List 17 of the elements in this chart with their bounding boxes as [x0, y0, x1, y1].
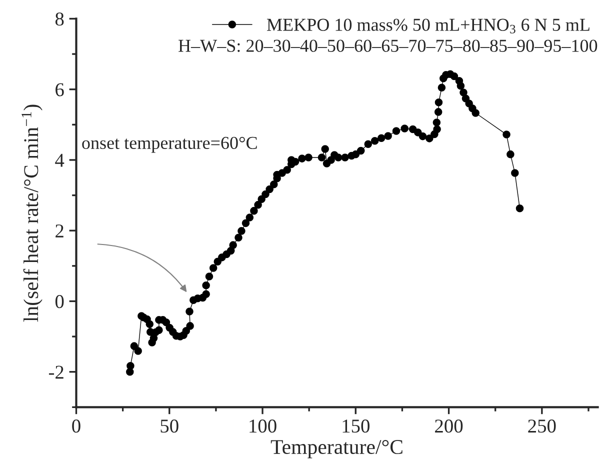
y-tick-label: 6 — [56, 83, 64, 96]
x-tick-label: 150 — [342, 420, 370, 433]
x-tick-label: 250 — [528, 420, 556, 433]
y-tick-label: 0 — [55, 295, 64, 308]
annotation: onset temperature=60°C — [82, 136, 257, 153]
y-tick-label: -2 — [48, 366, 64, 379]
x-tick-label: 100 — [250, 420, 276, 433]
y-axis-title: ln(self heat rate/°C min$^{−1}$) — [22, 104, 42, 322]
x-axis-title: Temperature/°C — [270, 440, 402, 458]
x-tick-label: 0 — [72, 420, 80, 433]
annotation: H–W–S: 20–30–40–50–60–65–70–75–80–85–90–95–100 — [178, 40, 598, 52]
y-tick-label: 4 — [55, 154, 64, 167]
legend-label: MEKPO 10 mass% 50 mL+HNO$_{3}$ 6 N 5 mL — [267, 18, 590, 34]
x-tick-label: 50 — [160, 420, 178, 433]
y-tick-label: 8 — [55, 12, 64, 26]
y-tick-label: 2 — [56, 224, 64, 238]
x-tick-label: 200 — [435, 420, 463, 433]
